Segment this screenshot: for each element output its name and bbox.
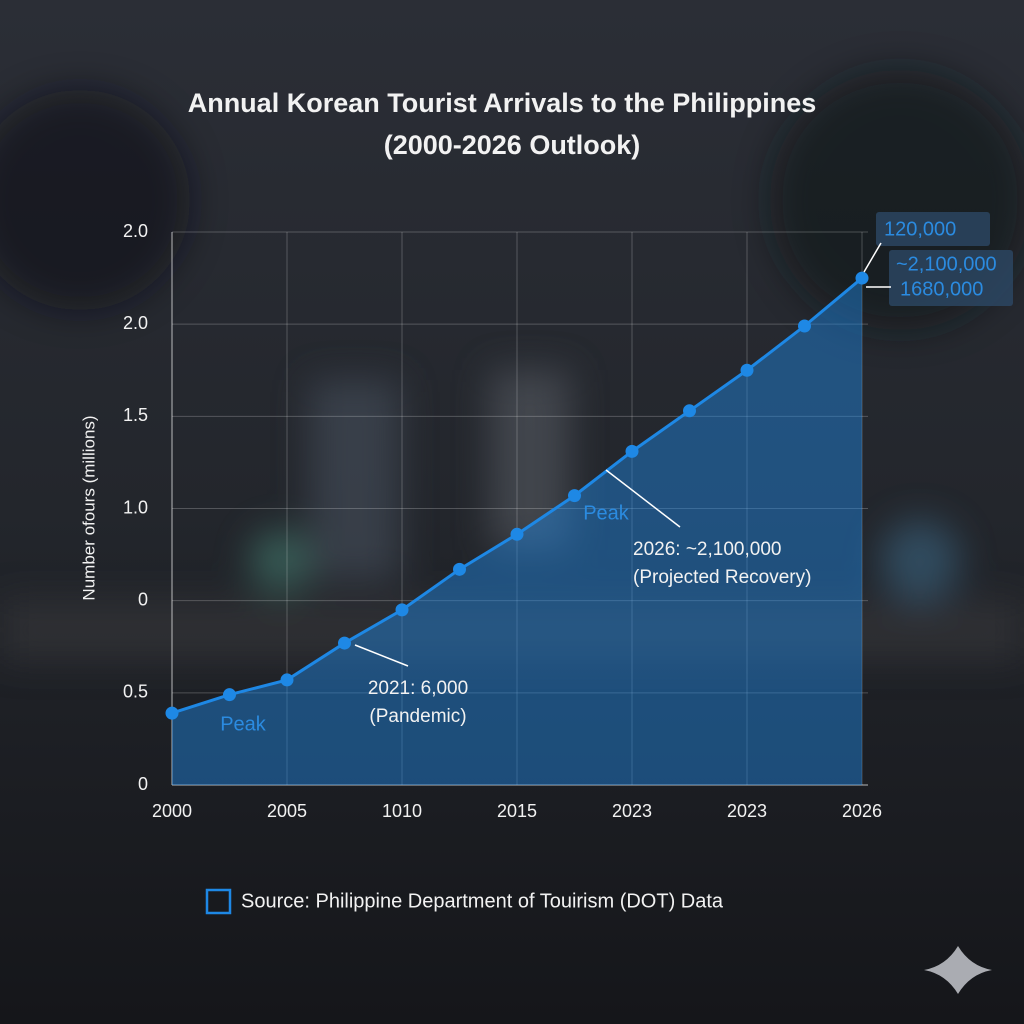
y-tick-label: 1.5	[123, 405, 148, 425]
annotation: Peak	[583, 502, 630, 524]
annotation: Peak	[220, 713, 267, 735]
chart-title: Annual Korean Tourist Arrivals to the Ph…	[188, 88, 817, 118]
annotation: 1680,000	[900, 278, 983, 300]
annotation: 2021: 6,000	[368, 678, 468, 699]
annotation-box	[889, 250, 1013, 306]
y-tick-label: 0	[138, 589, 148, 609]
annotation: ~2,100,000	[896, 253, 997, 275]
legend-marker	[205, 888, 232, 915]
point	[510, 527, 524, 541]
x-tick-label: 2023	[612, 801, 652, 821]
point	[453, 562, 466, 576]
y-tick-label: 0.5	[123, 682, 148, 702]
point	[798, 319, 811, 333]
x-tick-label: 1010	[382, 801, 422, 821]
x-tick-label: 2005	[267, 801, 307, 821]
point	[338, 636, 351, 650]
point	[223, 688, 236, 702]
annotation: (Projected Recovery)	[633, 567, 811, 588]
y-tick-label: 2.0	[123, 221, 148, 241]
y-axis-label: Number ofours (millions)	[79, 415, 98, 600]
y-tick-label: 2.0	[123, 313, 148, 333]
point	[855, 271, 869, 285]
point	[395, 603, 409, 617]
area	[172, 278, 862, 785]
point	[280, 673, 294, 687]
annotation-leader	[863, 242, 882, 273]
x-tick-label: 2023	[727, 801, 767, 821]
annotation-leader	[605, 469, 681, 528]
y-tick-label: 1.0	[123, 497, 148, 517]
chart-subtitle: (2000-2026 Outlook)	[384, 130, 641, 160]
annotation: (Pandemic)	[369, 706, 466, 727]
watermark-icon	[924, 946, 992, 994]
y-tick-label: 0	[138, 774, 148, 794]
background-blur	[0, 70, 1024, 660]
point	[165, 706, 179, 720]
x-tick-label: 2000	[152, 801, 192, 821]
point	[568, 489, 581, 503]
point	[683, 404, 696, 418]
legend-label: Source: Philippine Department of Touiris…	[241, 890, 724, 912]
x-tick-label: 2026	[842, 801, 882, 821]
point	[740, 363, 754, 377]
annotation-leader	[354, 644, 409, 667]
x-tick-label: 2015	[497, 801, 537, 821]
point	[625, 444, 639, 458]
annotation: 2026: ~2,100,000	[633, 539, 781, 560]
annotation-box	[876, 212, 990, 246]
annotation: 120,000	[884, 218, 956, 240]
